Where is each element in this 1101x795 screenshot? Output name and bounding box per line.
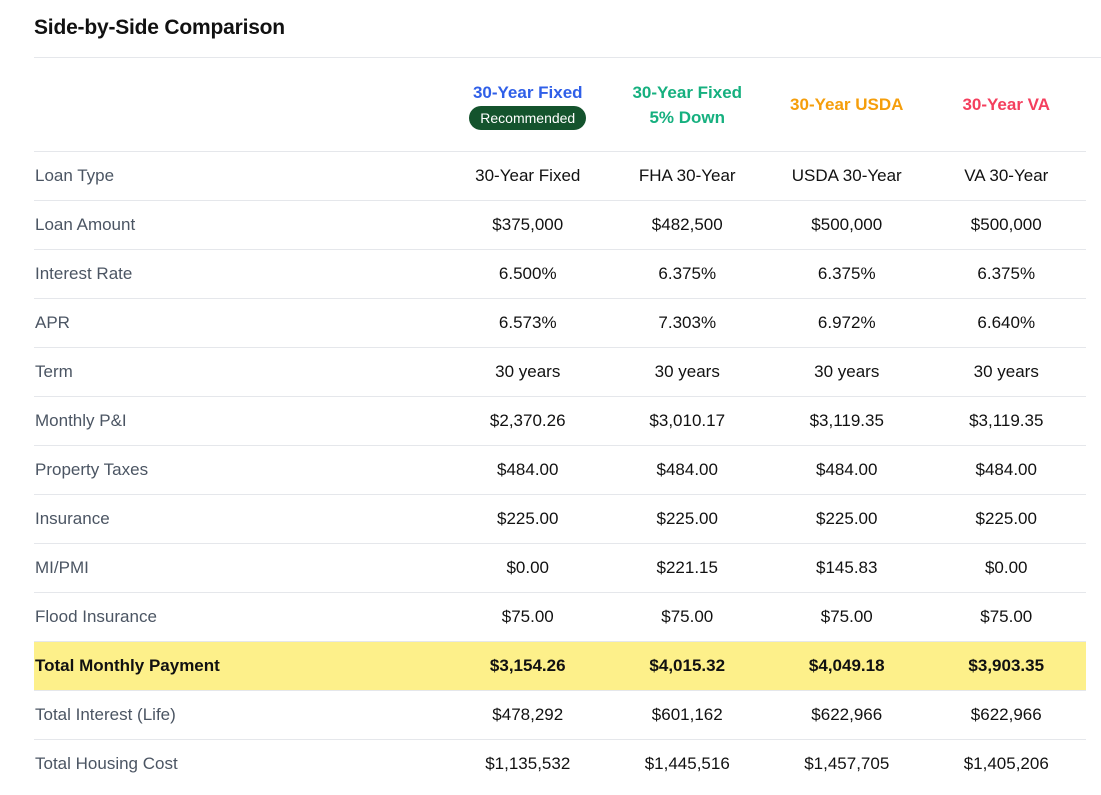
row-label: Term <box>34 347 448 397</box>
header-blank <box>34 58 448 152</box>
column-header-30yr-fixed-5-down: 30-Year Fixed 5% Down <box>607 58 767 152</box>
cell-value: $3,010.17 <box>607 396 767 446</box>
row-label: Total Interest (Life) <box>34 690 448 740</box>
row-label: Monthly P&I <box>34 396 448 446</box>
cell-value: $1,457,705 <box>804 754 890 773</box>
table-row: Total Interest (Life) $478,292 $601,162 $62… <box>34 690 1086 740</box>
row-label: Interest Rate <box>34 249 448 299</box>
column-header-usda: 30-Year USDA <box>767 58 927 152</box>
cell-value: $75.00 <box>448 592 608 642</box>
row-label: Property Taxes <box>34 445 448 495</box>
table-row: MI/PMI $0.00 $221.15 $145.83 $0.00 <box>34 543 1086 593</box>
table-row: Flood Insurance $75.00 $75.00 $75.00 $75.00 <box>34 592 1086 642</box>
row-label: Loan Type <box>34 151 448 201</box>
column-header-30yr-fixed: 30-Year Fixed Recommended <box>448 58 608 152</box>
cell-value: $0.00 <box>926 543 1086 593</box>
cell-value: $225.00 <box>607 494 767 544</box>
cell-value: $221.15 <box>607 543 767 593</box>
total-row: Total Monthly Payment $3,154.26 $4,015.32 $… <box>34 641 1086 691</box>
header-row: 30-Year Fixed Recommended 30-Year Fixed … <box>34 58 1086 152</box>
cell-value: 6.640% <box>926 298 1086 348</box>
cell-value: 6.573% <box>448 298 608 348</box>
cell-value: $500,000 <box>767 200 927 250</box>
cell-value: USDA 30-Year <box>767 151 927 201</box>
table-row: Interest Rate 6.500% 6.375% 6.375% 6.375% <box>34 249 1086 299</box>
cell-value: $225.00 <box>926 494 1086 544</box>
cell-value: $375,000 <box>448 200 608 250</box>
cell-value: $3,154.26 <box>448 641 608 691</box>
column-header-va: 30-Year VA <box>926 58 1086 152</box>
cell-value: $0.00 <box>448 543 608 593</box>
table-row: Term 30 years 30 years 30 years 30 years <box>34 347 1086 397</box>
cell-value: $3,119.35 <box>767 396 927 446</box>
cell-value: $2,370.26 <box>448 396 608 446</box>
recommended-badge: Recommended <box>469 105 587 130</box>
cell-value: $3,119.35 <box>926 396 1086 446</box>
cell-value: $75.00 <box>926 592 1086 642</box>
table-row: Total Housing Cost $1,135,532 $1,445,516 $1… <box>34 740 1086 789</box>
comparison-table: 30-Year Fixed Recommended 30-Year Fixed … <box>34 58 1086 788</box>
cell-value: $484.00 <box>926 445 1086 495</box>
column-name: 30-Year Fixed <box>472 82 583 102</box>
column-name: 30-Year Fixed <box>632 82 743 102</box>
cell-value: $225.00 <box>767 494 927 544</box>
cell-value: 30 years <box>926 347 1086 397</box>
table-row: Loan Amount $375,000 $482,500 $500,000 $500,… <box>34 200 1086 250</box>
table-row: Loan Type 30-Year Fixed FHA 30-Year USDA 30… <box>34 151 1086 201</box>
cell-value: 30 years <box>607 347 767 397</box>
table-row: Monthly P&I $2,370.26 $3,010.17 $3,119.35 $3… <box>34 396 1086 446</box>
cell-value: 30-Year Fixed <box>448 151 608 201</box>
cell-value: 6.375% <box>767 249 927 299</box>
cell-value: 6.972% <box>767 298 927 348</box>
cell-value: $622,966 <box>926 690 1086 740</box>
cell-value: 6.375% <box>926 249 1086 299</box>
cell-value: $225.00 <box>448 494 608 544</box>
cell-value: $1,405,206 <box>963 754 1049 773</box>
cell-value: $482,500 <box>607 200 767 250</box>
table-row: Property Taxes $484.00 $484.00 $484.00 $484.… <box>34 445 1086 495</box>
cell-value: 7.303% <box>607 298 767 348</box>
cell-value: $4,049.18 <box>767 641 927 691</box>
cell-value: $601,162 <box>607 690 767 740</box>
cell-value: $622,966 <box>767 690 927 740</box>
row-label: Total Housing Cost <box>35 754 178 773</box>
cell-value: $4,015.32 <box>607 641 767 691</box>
divider <box>34 57 1101 58</box>
cell-value: $484.00 <box>767 445 927 495</box>
cell-value: $484.00 <box>448 445 608 495</box>
table-row: APR 6.573% 7.303% 6.972% 6.640% <box>34 298 1086 348</box>
cell-value: 6.500% <box>448 249 608 299</box>
cell-value: $1,135,532 <box>485 754 571 773</box>
cell-value: $500,000 <box>926 200 1086 250</box>
cell-value: 30 years <box>767 347 927 397</box>
table-row: Insurance $225.00 $225.00 $225.00 $225.00 <box>34 494 1086 544</box>
cell-value: $1,445,516 <box>644 754 730 773</box>
cell-value: $478,292 <box>448 690 608 740</box>
cell-value: 30 years <box>448 347 608 397</box>
cell-value: $75.00 <box>607 592 767 642</box>
row-label: Total Monthly Payment <box>34 641 448 691</box>
cell-value: FHA 30-Year <box>607 151 767 201</box>
row-label: Loan Amount <box>34 200 448 250</box>
cell-value: $75.00 <box>767 592 927 642</box>
row-label: MI/PMI <box>34 543 448 593</box>
cell-value: $484.00 <box>607 445 767 495</box>
row-label: APR <box>34 298 448 348</box>
cell-value: VA 30-Year <box>926 151 1086 201</box>
section-title: Side-by-Side Comparison <box>34 16 285 39</box>
cell-value: 6.375% <box>607 249 767 299</box>
row-label: Insurance <box>34 494 448 544</box>
cell-value: $3,903.35 <box>926 641 1086 691</box>
column-subname: 5% Down <box>649 107 726 127</box>
row-label: Flood Insurance <box>34 592 448 642</box>
cell-value: $145.83 <box>767 543 927 593</box>
